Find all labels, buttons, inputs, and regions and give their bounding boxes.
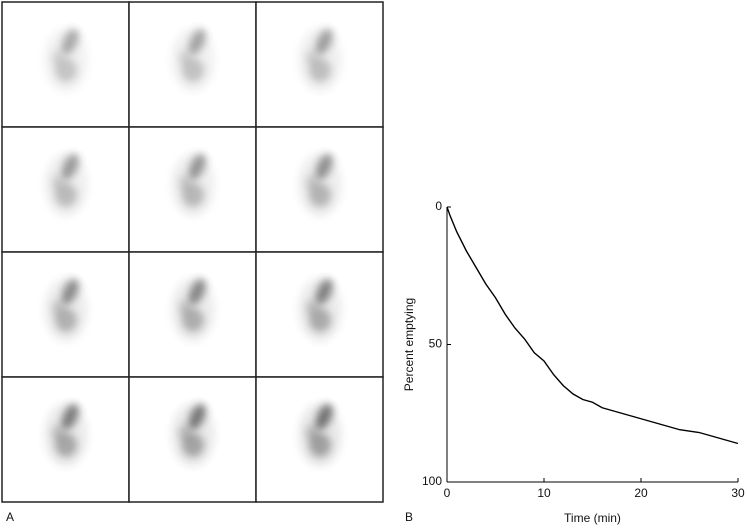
scan-grid [1,1,384,503]
panel-label: B [405,510,413,524]
x-tick-label: 20 [634,486,648,500]
y-tick-label: 0 [435,199,442,213]
line-series [446,206,739,445]
y-axis-label: Percent emptying [402,298,416,391]
x-tick-label: 0 [444,486,451,500]
panel-label: A [6,510,14,524]
y-tick-label: 100 [422,474,442,488]
scan-frame [128,251,257,378]
x-axis-label: Time (min) [564,511,621,525]
y-tick-label: 50 [429,337,443,351]
x-tick-label: 30 [731,486,745,500]
x-tick-label: 10 [537,486,551,500]
